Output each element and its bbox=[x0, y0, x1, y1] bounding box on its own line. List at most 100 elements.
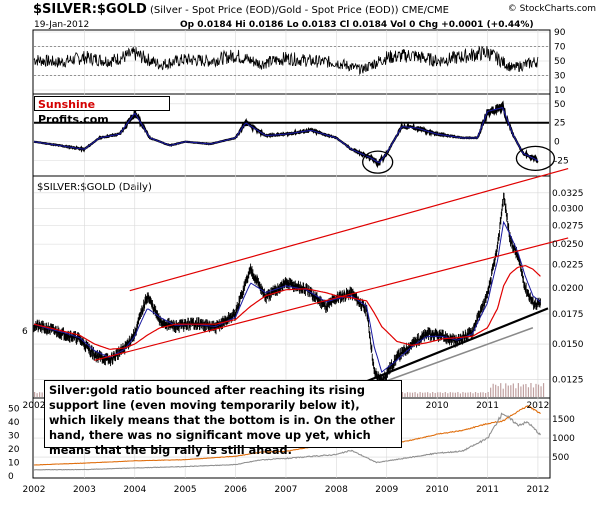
momentum-tick-label: 0 bbox=[554, 138, 560, 148]
rsi-tick-label: 50 bbox=[554, 57, 566, 67]
volume-bar bbox=[41, 392, 43, 397]
gold-silver-layer bbox=[33, 405, 541, 471]
momentum-line bbox=[33, 106, 539, 164]
rsi-line bbox=[33, 45, 539, 76]
rsi-tick-label: 10 bbox=[554, 86, 566, 96]
volume-bar bbox=[537, 384, 540, 397]
silver-tick-label: 20 bbox=[8, 445, 20, 455]
main-tick-label: 0.0125 bbox=[552, 376, 584, 386]
silver-price-line bbox=[33, 412, 541, 471]
volume-bar bbox=[507, 385, 509, 397]
volume-bar bbox=[452, 392, 454, 397]
volume-bar bbox=[490, 387, 492, 397]
moving-average-fast bbox=[33, 220, 541, 373]
volume-bar bbox=[432, 392, 434, 397]
momentum-tick-label: 50 bbox=[554, 100, 566, 110]
rsi-tick-label: 30 bbox=[554, 72, 566, 82]
volume-bar bbox=[510, 385, 512, 397]
price-x-tick-label: 2009 bbox=[375, 485, 398, 495]
secondary-support-line bbox=[376, 327, 534, 386]
volume-bar bbox=[444, 392, 446, 397]
left-axis-label: 6 bbox=[22, 327, 28, 337]
sunshine-profits-logo: Sunshine Profits.com bbox=[34, 96, 170, 126]
volume-bar bbox=[437, 392, 439, 397]
momentum-layer bbox=[33, 100, 556, 174]
lower-channel-line bbox=[94, 237, 569, 361]
volume-bar bbox=[474, 392, 477, 397]
main-x-tick-label: 2010 bbox=[426, 401, 449, 411]
silver-tick-label: 40 bbox=[8, 418, 20, 428]
main-tick-label: 0.0250 bbox=[552, 240, 584, 250]
volume-bar bbox=[477, 392, 479, 397]
volume-bar bbox=[532, 387, 535, 397]
momentum-circle-2008 bbox=[362, 150, 394, 174]
volume-bar bbox=[459, 393, 462, 397]
price-x-tick-label: 2007 bbox=[275, 485, 298, 495]
chart-stats: Op 0.0184 Hi 0.0186 Lo 0.0183 Cl 0.0184 … bbox=[180, 20, 534, 30]
volume-bar bbox=[497, 386, 499, 397]
chart-title: $SILVER:$GOLD bbox=[33, 2, 147, 17]
gold-tick-label: 500 bbox=[552, 453, 569, 463]
volume-bar bbox=[515, 388, 517, 397]
gold-tick-label: 1000 bbox=[552, 434, 575, 444]
volume-bar bbox=[482, 392, 484, 397]
volume-bar bbox=[517, 383, 519, 397]
moving-average-slow bbox=[33, 264, 541, 350]
volume-bar bbox=[34, 392, 36, 397]
silver-tick-label: 0 bbox=[8, 472, 14, 482]
volume-bar bbox=[512, 383, 514, 397]
price-x-tick-label: 2002 bbox=[23, 485, 46, 495]
volume-bar bbox=[464, 392, 467, 397]
volume-bar bbox=[525, 383, 527, 397]
price-x-tick-label: 2005 bbox=[174, 485, 197, 495]
volume-bar bbox=[424, 392, 426, 397]
main-panel-label: $SILVER:$GOLD (Daily) bbox=[37, 182, 152, 193]
volume-bar bbox=[485, 393, 487, 397]
volume-bar bbox=[39, 392, 41, 397]
volume-bar bbox=[457, 392, 459, 397]
chart-description: (Silver - Spot Price (EOD)/Gold - Spot P… bbox=[150, 5, 449, 16]
momentum-tick-label: -25 bbox=[554, 157, 569, 167]
volume-bar bbox=[502, 388, 504, 397]
volume-bar bbox=[492, 383, 494, 397]
main-x-tick-label: 2012 bbox=[526, 401, 549, 411]
volume-bar bbox=[404, 393, 406, 397]
volume-bar bbox=[401, 392, 404, 397]
chart-date: 19-Jan-2012 bbox=[34, 20, 89, 30]
rsi-tick-label: 70 bbox=[554, 43, 566, 53]
silver-tick-label: 50 bbox=[8, 405, 20, 415]
volume-bar bbox=[487, 392, 489, 397]
rsi-layer bbox=[33, 45, 539, 76]
momentum-circle-2012 bbox=[515, 145, 556, 172]
volume-bar bbox=[434, 392, 436, 397]
annotation-box: Silver:gold ratio bounced after reaching… bbox=[44, 380, 402, 457]
volume-bar bbox=[427, 392, 429, 397]
volume-bar bbox=[409, 392, 411, 397]
price-x-tick-label: 2006 bbox=[224, 485, 247, 495]
upper-channel-line bbox=[129, 167, 569, 292]
watermark: © StockCharts.com bbox=[508, 4, 596, 14]
main-tick-label: 0.0325 bbox=[552, 189, 584, 199]
volume-bar bbox=[414, 392, 416, 397]
volume-bar bbox=[419, 392, 421, 397]
volume-bar bbox=[439, 392, 441, 397]
main-x-tick-label: 2002 bbox=[23, 401, 46, 411]
volume-bar bbox=[447, 393, 449, 397]
volume-bar bbox=[479, 392, 482, 397]
volume-bar bbox=[467, 392, 469, 397]
volume-bar bbox=[540, 386, 542, 397]
volume-bar bbox=[520, 386, 522, 397]
volume-bar bbox=[422, 392, 424, 397]
volume-bar bbox=[527, 387, 530, 397]
logo-part-2: Profits.com bbox=[38, 113, 109, 126]
main-tick-label: 0.0150 bbox=[552, 340, 584, 350]
logo-part-1: Sunshine bbox=[38, 98, 96, 111]
volume-bar bbox=[442, 392, 444, 397]
volume-bar bbox=[530, 383, 532, 397]
volume-bar bbox=[36, 393, 38, 397]
volume-bar bbox=[500, 383, 502, 397]
gold-tick-label: 1500 bbox=[552, 415, 575, 425]
rsi-tick-label: 90 bbox=[554, 28, 566, 38]
momentum-tick-label: 25 bbox=[554, 119, 565, 129]
main-tick-label: 0.0175 bbox=[552, 310, 584, 320]
